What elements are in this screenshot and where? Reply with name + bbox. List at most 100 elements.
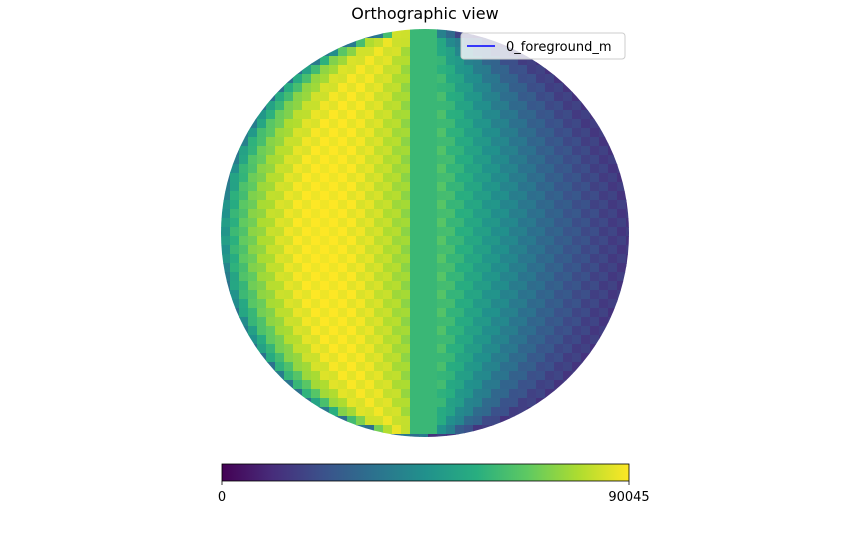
- map-cell: [500, 101, 510, 111]
- map-cell: [473, 281, 483, 291]
- map-cell: [509, 317, 519, 327]
- map-cell: [455, 128, 465, 138]
- map-cell: [284, 299, 294, 309]
- map-cell: [608, 218, 618, 228]
- map-cell: [428, 245, 438, 255]
- map-cell: [599, 263, 609, 273]
- map-cell: [536, 146, 546, 156]
- map-cell: [374, 425, 384, 435]
- map-cell: [311, 155, 321, 165]
- map-cell: [464, 155, 474, 165]
- map-cell: [293, 83, 303, 93]
- map-cell: [284, 335, 294, 345]
- map-cell: [527, 389, 537, 399]
- map-cell: [446, 92, 456, 102]
- map-cell: [563, 272, 573, 282]
- map-cell: [383, 74, 393, 84]
- map-cell: [320, 200, 330, 210]
- map-cell: [419, 353, 429, 363]
- map-cell: [419, 29, 429, 39]
- map-cell: [230, 182, 240, 192]
- map-cell: [311, 389, 321, 399]
- map-cell: [527, 407, 537, 417]
- map-cell: [572, 128, 582, 138]
- map-cell: [221, 164, 231, 174]
- map-cell: [572, 344, 582, 354]
- map-cell: [437, 119, 447, 129]
- map-cell: [518, 191, 528, 201]
- map-cell: [410, 137, 420, 147]
- map-cell: [590, 146, 600, 156]
- map-cell: [446, 335, 456, 345]
- map-cell: [374, 227, 384, 237]
- map-cell: [428, 407, 438, 417]
- map-cell: [554, 101, 564, 111]
- map-cell: [419, 254, 429, 264]
- map-cell: [320, 263, 330, 273]
- map-cell: [275, 182, 285, 192]
- map-cell: [482, 146, 492, 156]
- map-cell: [365, 254, 375, 264]
- map-cell: [329, 236, 339, 246]
- map-cell: [392, 335, 402, 345]
- map-cell: [455, 335, 465, 345]
- map-cell: [455, 362, 465, 372]
- map-cell: [491, 389, 501, 399]
- map-cell: [356, 290, 366, 300]
- map-cell: [329, 200, 339, 210]
- map-cell: [293, 227, 303, 237]
- map-cell: [554, 335, 564, 345]
- map-cell: [590, 344, 600, 354]
- map-cell: [410, 254, 420, 264]
- map-cell: [527, 191, 537, 201]
- map-cell: [248, 272, 258, 282]
- map-cell: [491, 164, 501, 174]
- map-cell: [356, 344, 366, 354]
- map-cell: [473, 389, 483, 399]
- map-cell: [473, 290, 483, 300]
- map-cell: [329, 416, 339, 426]
- map-cell: [320, 407, 330, 417]
- map-cell: [428, 38, 438, 48]
- map-cell: [293, 173, 303, 183]
- map-cell: [284, 308, 294, 318]
- map-cell: [266, 263, 276, 273]
- map-cell: [302, 254, 312, 264]
- map-cell: [293, 92, 303, 102]
- map-cell: [329, 191, 339, 201]
- map-cell: [284, 272, 294, 282]
- map-cell: [239, 281, 249, 291]
- map-cell: [320, 389, 330, 399]
- map-cell: [338, 137, 348, 147]
- map-cell: [446, 425, 456, 435]
- map-cell: [347, 137, 357, 147]
- map-cell: [464, 299, 474, 309]
- map-cell: [446, 56, 456, 66]
- map-cell: [275, 164, 285, 174]
- map-cell: [248, 290, 258, 300]
- map-cell: [329, 218, 339, 228]
- map-cell: [419, 65, 429, 75]
- map-cell: [392, 74, 402, 84]
- map-cell: [320, 128, 330, 138]
- map-cell: [356, 200, 366, 210]
- map-cell: [482, 56, 492, 66]
- map-cell: [500, 326, 510, 336]
- map-cell: [437, 164, 447, 174]
- map-cell: [419, 407, 429, 417]
- map-cell: [563, 335, 573, 345]
- map-cell: [401, 380, 411, 390]
- map-cell: [311, 56, 321, 66]
- map-cell: [392, 173, 402, 183]
- map-cell: [428, 362, 438, 372]
- map-cell: [302, 227, 312, 237]
- map-cell: [446, 353, 456, 363]
- map-cell: [545, 191, 555, 201]
- map-cell: [248, 146, 258, 156]
- map-cell: [464, 335, 474, 345]
- map-cell: [482, 389, 492, 399]
- map-cell: [482, 407, 492, 417]
- map-cell: [401, 218, 411, 228]
- map-cell: [383, 119, 393, 129]
- map-cell: [518, 92, 528, 102]
